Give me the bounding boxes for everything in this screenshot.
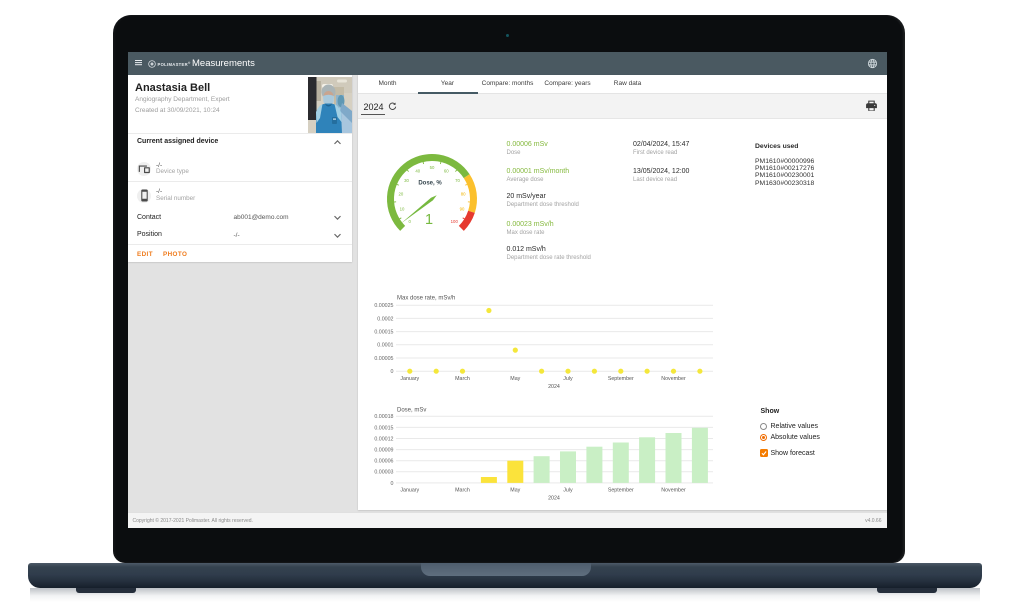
svg-text:Dose, mSv: Dose, mSv (397, 408, 426, 414)
svg-text:September: September (608, 488, 634, 494)
svg-text:0.00015: 0.00015 (374, 425, 393, 431)
svg-text:0.0001: 0.0001 (377, 343, 393, 349)
svg-text:0.00005: 0.00005 (374, 356, 393, 362)
svg-text:July: July (563, 376, 573, 382)
svg-text:90: 90 (460, 206, 465, 211)
svg-text:May: May (510, 488, 520, 494)
svg-text:January: January (400, 376, 419, 382)
svg-text:November: November (661, 376, 686, 382)
svg-text:0.00009: 0.00009 (374, 448, 393, 454)
svg-text:0.00018: 0.00018 (374, 414, 393, 420)
svg-text:0: 0 (391, 369, 394, 375)
svg-text:0.00015: 0.00015 (374, 330, 393, 336)
svg-text:10: 10 (400, 206, 405, 211)
svg-text:0: 0 (409, 219, 412, 224)
svg-text:March: March (455, 376, 470, 382)
svg-text:0.00025: 0.00025 (374, 303, 393, 309)
svg-text:July: July (563, 488, 573, 494)
svg-text:30: 30 (404, 178, 409, 183)
svg-text:0: 0 (391, 481, 394, 487)
svg-text:Max dose rate, mSv/h: Max dose rate, mSv/h (397, 296, 455, 302)
svg-text:100: 100 (451, 219, 459, 224)
svg-text:20: 20 (398, 192, 403, 197)
svg-text:May: May (510, 376, 520, 382)
svg-text:50: 50 (430, 165, 435, 170)
svg-text:70: 70 (455, 178, 460, 183)
svg-text:80: 80 (461, 192, 466, 197)
svg-text:0.0002: 0.0002 (377, 316, 393, 322)
svg-text:40: 40 (415, 169, 420, 174)
svg-text:September: September (608, 376, 634, 382)
svg-text:0.00006: 0.00006 (374, 459, 393, 465)
svg-text:60: 60 (444, 169, 449, 174)
svg-text:1: 1 (425, 212, 433, 228)
svg-text:March: March (455, 488, 470, 494)
svg-text:January: January (400, 488, 419, 494)
svg-text:November: November (661, 488, 686, 494)
svg-text:2024: 2024 (548, 496, 560, 502)
svg-text:0.00003: 0.00003 (374, 470, 393, 476)
svg-text:0.00012: 0.00012 (374, 436, 393, 442)
svg-text:2024: 2024 (548, 384, 560, 390)
svg-text:Dose, %: Dose, % (418, 181, 442, 187)
